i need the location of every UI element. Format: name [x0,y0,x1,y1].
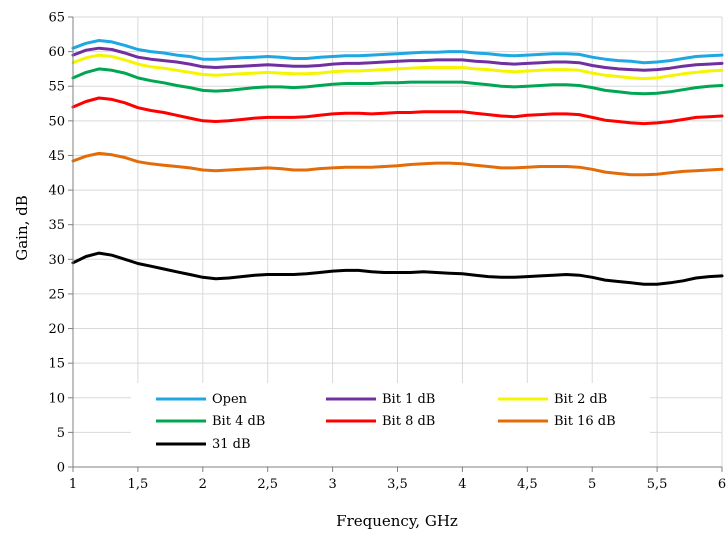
legend-item: Bit 1 dB [326,392,435,407]
legend-label: Bit 16 dB [554,414,616,429]
legend-box [131,383,650,466]
series-line-bit-16-db [71,151,724,177]
y-tick-label: 55 [48,80,65,95]
legend: Open Bit 1 dB Bit 2 dB Bit 4 dB Bit 8 dB Bit … [131,383,650,466]
y-tick-label: 40 [48,184,65,199]
series-line-bit-2-db [71,53,724,81]
y-tick-label: 15 [48,357,65,372]
y-tick-label: 10 [48,391,65,406]
x-tick-label: 3 [328,477,336,492]
legend-label: Bit 4 dB [212,414,265,429]
x-tick-label: 2,5 [257,477,278,492]
legend-label: Bit 8 dB [382,414,435,429]
legend-label: Bit 2 dB [554,392,607,407]
legend-item: Bit 4 dB [156,414,265,429]
x-tick-label: 6 [718,477,726,492]
y-axis-title: Gain, dB [13,195,31,261]
x-tick-label: 2 [199,477,207,492]
legend-item: Bit 8 dB [326,414,435,429]
legend-item: Bit 2 dB [498,392,607,407]
series-lines [71,39,724,286]
x-tick-label: 4,5 [517,477,538,492]
y-tick-label: 50 [48,114,65,129]
x-tick-label: 1 [69,477,77,492]
y-tick-label: 30 [48,253,65,268]
series-line-bit-8-db [71,96,724,126]
x-tick-label: 3,5 [387,477,408,492]
series-line-bit-4-db [71,67,724,96]
y-tick-label: 5 [57,426,65,441]
legend-item: 31 dB [156,437,251,452]
y-tick-label: 60 [48,45,65,60]
legend-label: Bit 1 dB [382,392,435,407]
legend-item: Open [156,392,248,407]
y-tick-label: 25 [48,287,65,302]
legend-label: 31 dB [212,437,251,452]
y-tick-label: 65 [48,11,65,26]
y-tick-label: 0 [57,461,65,476]
x-tick-label: 4 [458,477,466,492]
x-axis-title: Frequency, GHz [336,512,458,530]
y-tick-label: 35 [48,218,65,233]
legend-item: Bit 16 dB [498,414,616,429]
series-line-31-db [71,251,724,286]
x-tick-label: 5 [588,477,596,492]
y-tick-label: 45 [48,149,65,164]
y-tick-label: 20 [48,322,65,337]
series-line-bit-1-db [71,46,724,72]
x-tick-label: 1,5 [128,477,149,492]
series-line-open [71,39,724,65]
x-tick-label: 5,5 [647,477,668,492]
legend-label: Open [212,392,248,407]
